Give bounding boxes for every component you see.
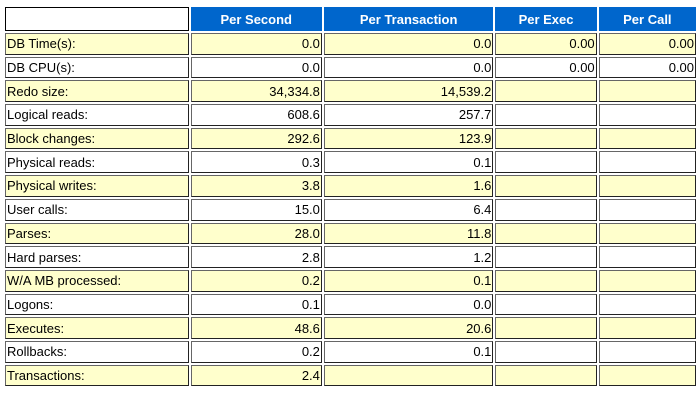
table-row: DB CPU(s): 0.0 0.0 0.00 0.00 <box>5 56 696 79</box>
cell-value: 15.0 <box>190 198 322 221</box>
table-body: DB Time(s): 0.0 0.0 0.00 0.00 DB CPU(s): 0.0 0.… <box>5 33 696 387</box>
cell-value: 0.2 <box>190 269 322 292</box>
column-header: Per Exec <box>495 7 597 31</box>
cell-value: 20.6 <box>323 317 494 339</box>
cell-value: 0.00 <box>495 33 597 55</box>
cell-value: 0.00 <box>598 33 696 55</box>
cell-value <box>495 80 597 103</box>
table-row: Logical reads: 608.6 257.7 <box>5 104 696 126</box>
cell-value <box>495 246 597 268</box>
table-row: Transactions: 2.4 <box>5 364 696 387</box>
table-row: Executes: 48.6 20.6 <box>5 317 696 339</box>
cell-value: 0.3 <box>190 151 322 174</box>
table-row: Parses: 28.0 11.8 <box>5 222 696 245</box>
table-row: Physical writes: 3.8 1.6 <box>5 175 696 197</box>
row-label: Physical reads: <box>5 151 189 174</box>
table-row: DB Time(s): 0.0 0.0 0.00 0.00 <box>5 33 696 55</box>
cell-value: 28.0 <box>190 222 322 245</box>
cell-value <box>598 246 696 268</box>
column-header: Per Call <box>598 7 696 31</box>
cell-value: 0.1 <box>323 151 494 174</box>
cell-value <box>598 317 696 339</box>
cell-value <box>598 198 696 221</box>
cell-value <box>495 151 597 174</box>
cell-value: 0.0 <box>323 33 494 55</box>
header-row: Per Second Per Transaction Per Exec Per Cal… <box>5 7 696 31</box>
cell-value: 292.6 <box>190 127 322 150</box>
column-header: Per Second <box>190 7 322 31</box>
cell-value <box>598 151 696 174</box>
cell-value <box>598 127 696 150</box>
cell-value: 0.1 <box>323 269 494 292</box>
cell-value: 123.9 <box>323 127 494 150</box>
cell-value: 0.00 <box>598 56 696 79</box>
cell-value <box>495 340 597 363</box>
cell-value <box>495 293 597 316</box>
cell-value: 1.6 <box>323 175 494 197</box>
cell-value <box>598 364 696 387</box>
load-profile-table: Per Second Per Transaction Per Exec Per Cal… <box>3 5 698 388</box>
row-label: DB Time(s): <box>5 33 189 55</box>
cell-value <box>495 269 597 292</box>
row-label: User calls: <box>5 198 189 221</box>
cell-value <box>495 198 597 221</box>
row-label: Logical reads: <box>5 104 189 126</box>
table-row: Hard parses: 2.8 1.2 <box>5 246 696 268</box>
cell-value: 257.7 <box>323 104 494 126</box>
table-row: Rollbacks: 0.2 0.1 <box>5 340 696 363</box>
cell-value: 11.8 <box>323 222 494 245</box>
cell-value: 6.4 <box>323 198 494 221</box>
header-blank <box>5 7 189 31</box>
row-label: Logons: <box>5 293 189 316</box>
row-label: Redo size: <box>5 80 189 103</box>
row-label: W/A MB processed: <box>5 269 189 292</box>
cell-value <box>495 127 597 150</box>
cell-value <box>323 364 494 387</box>
row-label: Executes: <box>5 317 189 339</box>
cell-value: 608.6 <box>190 104 322 126</box>
cell-value <box>598 104 696 126</box>
cell-value <box>598 293 696 316</box>
table-row: W/A MB processed: 0.2 0.1 <box>5 269 696 292</box>
table-row: Physical reads: 0.3 0.1 <box>5 151 696 174</box>
cell-value: 2.4 <box>190 364 322 387</box>
cell-value: 0.2 <box>190 340 322 363</box>
row-label: Hard parses: <box>5 246 189 268</box>
cell-value <box>495 317 597 339</box>
column-header: Per Transaction <box>323 7 494 31</box>
table-row: Redo size: 34,334.8 14,539.2 <box>5 80 696 103</box>
cell-value: 0.0 <box>190 33 322 55</box>
cell-value: 2.8 <box>190 246 322 268</box>
cell-value: 0.1 <box>190 293 322 316</box>
cell-value: 34,334.8 <box>190 80 322 103</box>
row-label: Parses: <box>5 222 189 245</box>
cell-value: 3.8 <box>190 175 322 197</box>
cell-value: 0.0 <box>323 293 494 316</box>
cell-value <box>598 269 696 292</box>
cell-value: 0.0 <box>323 56 494 79</box>
cell-value: 0.0 <box>190 56 322 79</box>
row-label: Block changes: <box>5 127 189 150</box>
row-label: DB CPU(s): <box>5 56 189 79</box>
row-label: Transactions: <box>5 364 189 387</box>
cell-value: 0.1 <box>323 340 494 363</box>
cell-value <box>495 104 597 126</box>
cell-value <box>598 222 696 245</box>
table-row: User calls: 15.0 6.4 <box>5 198 696 221</box>
cell-value <box>495 175 597 197</box>
table-row: Logons: 0.1 0.0 <box>5 293 696 316</box>
cell-value: 0.00 <box>495 56 597 79</box>
cell-value: 1.2 <box>323 246 494 268</box>
row-label: Rollbacks: <box>5 340 189 363</box>
cell-value <box>598 340 696 363</box>
table-row: Block changes: 292.6 123.9 <box>5 127 696 150</box>
cell-value: 48.6 <box>190 317 322 339</box>
cell-value <box>598 175 696 197</box>
cell-value: 14,539.2 <box>323 80 494 103</box>
cell-value <box>495 222 597 245</box>
row-label: Physical writes: <box>5 175 189 197</box>
cell-value <box>598 80 696 103</box>
cell-value <box>495 364 597 387</box>
